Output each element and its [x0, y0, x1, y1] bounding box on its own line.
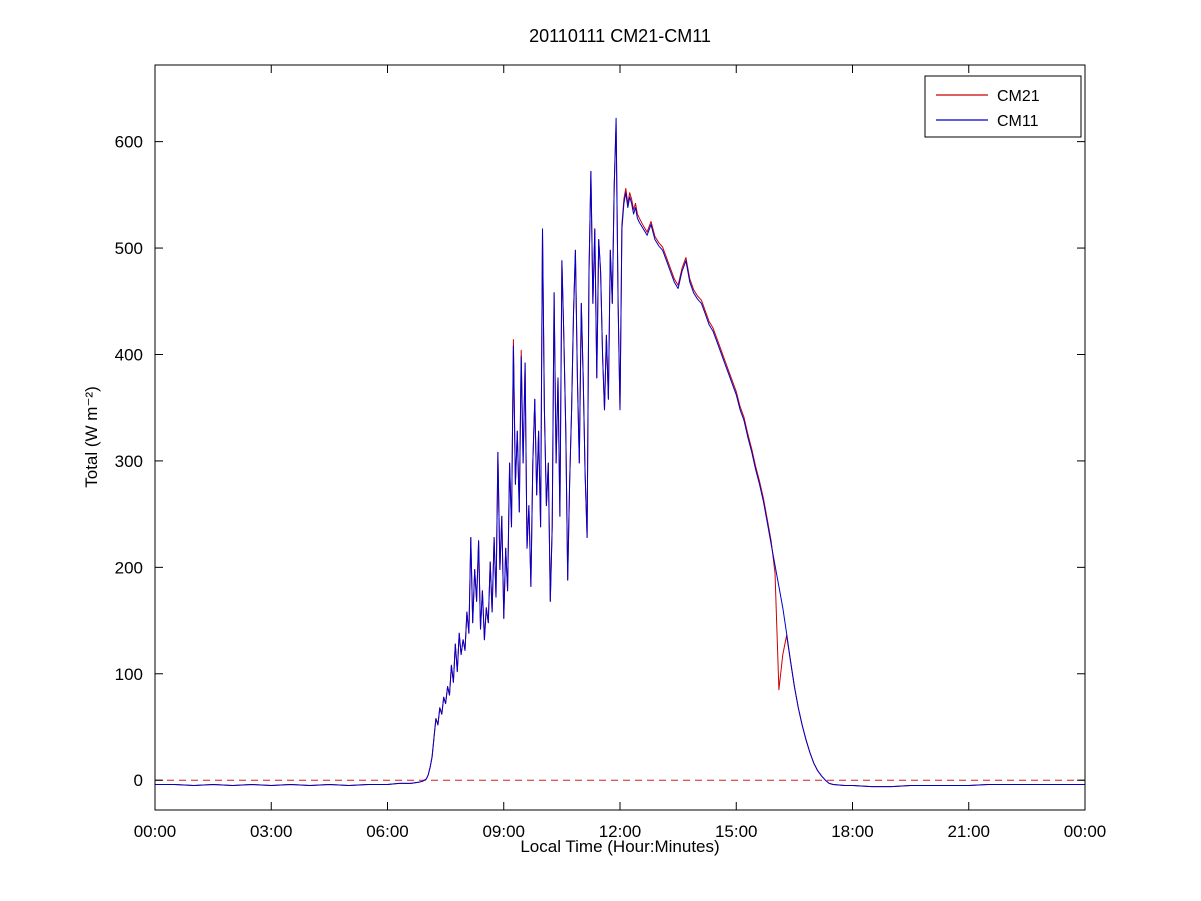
- y-tick-label: 0: [134, 771, 143, 790]
- series-line-cm11: [155, 117, 1085, 788]
- y-tick-label: 500: [115, 239, 143, 258]
- x-tick-label: 12:00: [599, 822, 642, 841]
- plot-box: [154, 64, 1086, 811]
- chart-title: 20110111 CM21-CM11: [529, 26, 711, 46]
- axis-layer: 00:00 03:00 06:00 09:00 12:00 15:00 18:00 21:00…: [115, 64, 1107, 841]
- y-axis-label: Total (W m⁻²): [82, 386, 101, 488]
- x-tick-label: 15:00: [715, 822, 758, 841]
- y-tick-label: 300: [115, 452, 143, 471]
- x-axis-label: Local Time (Hour:Minutes): [520, 837, 719, 856]
- x-tick-label: 09:00: [482, 822, 525, 841]
- y-tick-label: 100: [115, 665, 143, 684]
- legend-label-cm21: CM21: [997, 88, 1040, 105]
- x-tick-label: 21:00: [947, 822, 990, 841]
- legend: CM21 CM11: [924, 75, 1082, 138]
- series-line-cm21: [155, 124, 1085, 788]
- x-tick-label: 00:00: [134, 822, 177, 841]
- series-layer: [155, 117, 1085, 788]
- x-tick-label: 03:00: [250, 822, 293, 841]
- legend-label-cm11: CM11: [997, 113, 1039, 130]
- x-tick-label: 00:00: [1064, 822, 1107, 841]
- x-tick-label: 18:00: [831, 822, 874, 841]
- y-tick-label: 600: [115, 133, 143, 152]
- y-tick-label: 400: [115, 345, 143, 364]
- y-tick-label: 200: [115, 558, 143, 577]
- legend-box: [924, 75, 1082, 138]
- x-tick-label: 06:00: [366, 822, 409, 841]
